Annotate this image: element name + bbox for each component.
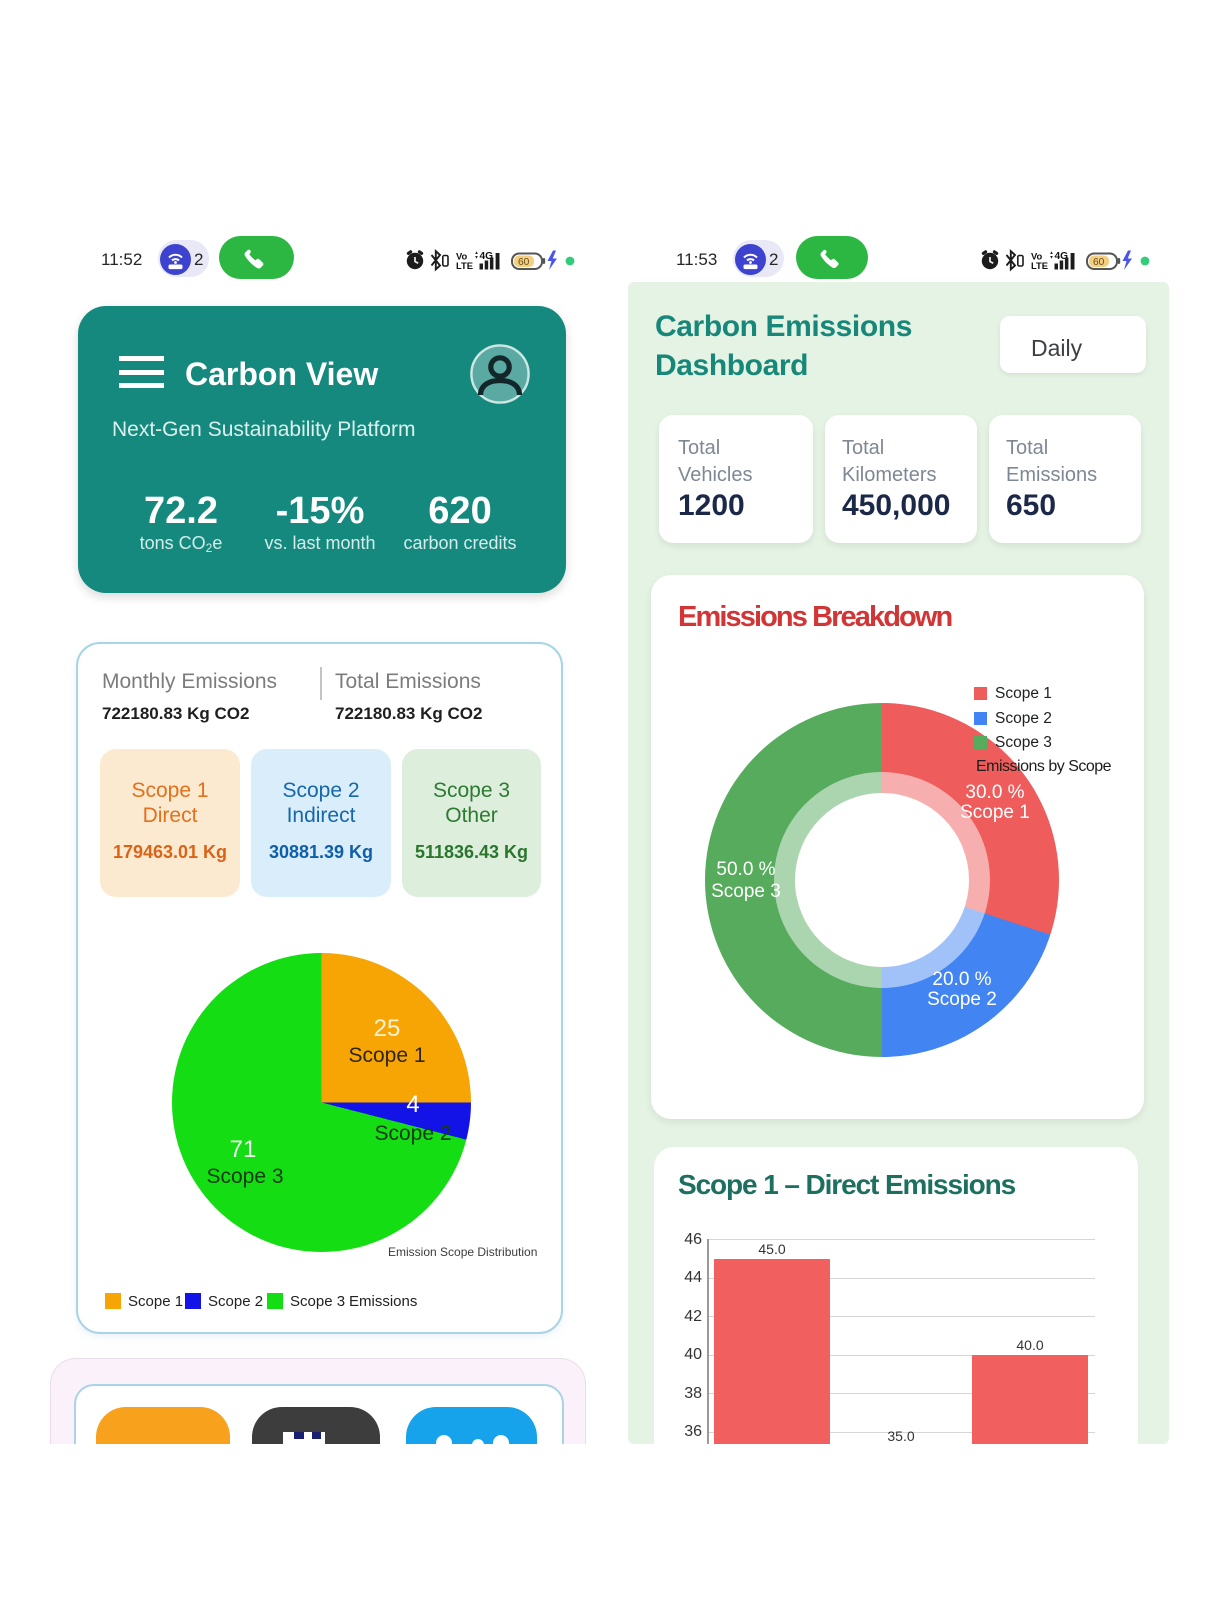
svg-text:LTE: LTE (456, 260, 473, 271)
svg-text:LTE: LTE (1031, 260, 1048, 271)
svg-text:4G: 4G (1055, 251, 1069, 262)
svg-text:60: 60 (518, 257, 530, 268)
svg-text:4G: 4G (480, 251, 494, 262)
svg-text:60: 60 (1093, 257, 1105, 268)
svg-text:Vo: Vo (456, 251, 468, 262)
svg-text:Vo: Vo (1031, 251, 1043, 262)
